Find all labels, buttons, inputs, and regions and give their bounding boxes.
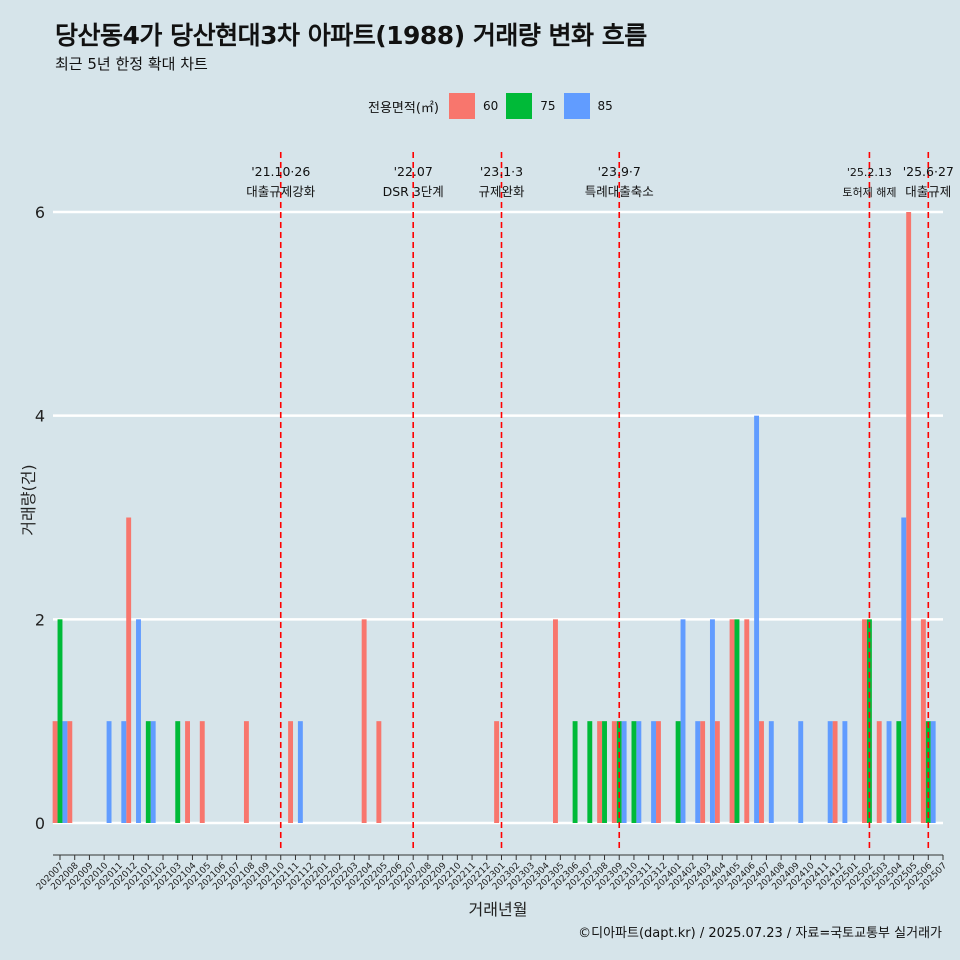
bar [729, 619, 735, 823]
bar [52, 721, 58, 823]
bar [798, 721, 804, 823]
bar [602, 721, 607, 823]
bar [361, 619, 367, 823]
bar [714, 721, 720, 823]
bar [832, 721, 838, 823]
bar [145, 721, 151, 823]
bar [297, 721, 303, 823]
bar [759, 721, 764, 823]
event-name-label: 특례대출축소 [585, 184, 654, 199]
bar [754, 415, 760, 823]
bar [121, 721, 127, 823]
bar [695, 721, 701, 823]
source-caption: ©디아파트(dapt.kr) / 2025.07.23 / 자료=국토교통부 실… [578, 926, 942, 941]
event-date-label: '25.2.13 [847, 166, 892, 179]
bar [243, 721, 249, 823]
legend-key-75 [506, 93, 533, 119]
bar [67, 721, 73, 823]
bar [886, 721, 892, 823]
bar [700, 721, 706, 823]
y-tick-label: 6 [35, 203, 45, 222]
bar [680, 619, 686, 823]
legend-key-60 [448, 93, 475, 119]
bar [199, 721, 205, 823]
event-date-label: '22.07 [394, 164, 433, 179]
bar [62, 721, 68, 823]
bar [57, 619, 63, 823]
bar [621, 721, 627, 823]
y-tick-label: 2 [35, 610, 45, 629]
legend-label-60: 60 [482, 99, 499, 113]
bar [494, 721, 500, 823]
bar [744, 619, 750, 823]
bar [901, 517, 907, 823]
x-axis-title: 거래년월 [469, 900, 528, 919]
bar [572, 721, 578, 823]
bar [288, 721, 294, 823]
legend-label-75: 75 [540, 99, 556, 113]
bar [842, 721, 848, 823]
bar [906, 212, 912, 823]
event-name-label: DSR 3단계 [383, 184, 444, 199]
bar [136, 619, 141, 823]
bar [651, 721, 657, 823]
bar [636, 721, 642, 823]
bar [675, 721, 681, 823]
legend-key-85 [563, 93, 590, 119]
event-date-label: '23.1·3 [480, 164, 523, 179]
bar [734, 619, 740, 823]
legend-title: 전용면적(㎡) [368, 100, 439, 116]
bar [896, 721, 902, 823]
bar [376, 721, 382, 823]
bar [920, 619, 926, 823]
bar [611, 721, 617, 823]
y-tick-label: 4 [35, 407, 45, 426]
legend-item-75: 75 [506, 93, 556, 119]
bar [768, 721, 774, 823]
event-date-label: '23.9·7 [598, 164, 641, 179]
bar [106, 721, 112, 823]
bar [709, 619, 715, 823]
bar [876, 721, 882, 823]
legend-item-60: 60 [448, 93, 499, 119]
bar [126, 517, 132, 823]
chart-title: 당산동4가 당산현대3차 아파트(1988) 거래량 변화 흐름 [55, 21, 647, 50]
event-date-label: '25.6·27 [903, 164, 954, 179]
legend-item-85: 85 [563, 93, 613, 119]
bar [930, 721, 936, 823]
chart-subtitle: 최근 5년 한정 확대 차트 [55, 55, 208, 73]
y-axis-title: 거래량(건) [19, 464, 38, 535]
event-date-label: '21.10·26 [251, 164, 310, 179]
event-name-label: 토허제 해제 [842, 185, 896, 199]
y-tick-label: 0 [35, 814, 45, 833]
bar [656, 721, 661, 823]
legend-label-85: 85 [597, 99, 613, 113]
bar [185, 721, 190, 823]
event-name-label: 규제완화 [478, 184, 525, 199]
bar [150, 721, 156, 823]
bar [866, 619, 872, 823]
bar [175, 721, 181, 823]
legend: 전용면적(㎡) 60 75 85 [368, 93, 621, 119]
bar [631, 721, 637, 823]
bar [597, 721, 603, 823]
bar [827, 721, 833, 823]
event-name-label: 대출규제강화 [246, 184, 316, 199]
bar [553, 619, 558, 823]
bar [587, 721, 593, 823]
event-name-label: 대출규제 [905, 184, 951, 199]
bar [862, 619, 867, 823]
